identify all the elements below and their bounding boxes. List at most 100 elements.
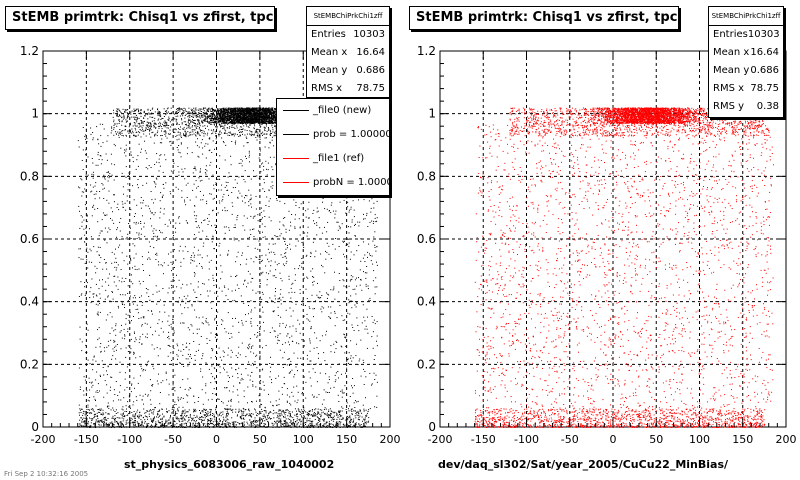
scatter-point xyxy=(256,112,258,114)
scatter-point xyxy=(233,135,235,137)
scatter-point xyxy=(239,126,241,128)
scatter-point xyxy=(176,274,177,276)
scatter-point xyxy=(116,115,118,116)
scatter-point xyxy=(197,132,198,134)
scatter-point xyxy=(160,327,162,329)
scatter-point xyxy=(224,129,226,131)
scatter-point xyxy=(259,131,261,133)
scatter-point xyxy=(181,109,183,111)
scatter-point xyxy=(365,285,367,287)
scatter-point xyxy=(197,401,199,402)
scatter-point xyxy=(134,245,136,247)
scatter-point xyxy=(139,375,141,377)
scatter-point xyxy=(224,119,226,121)
scatter-point xyxy=(252,113,254,114)
scatter-point xyxy=(142,128,144,130)
scatter-point xyxy=(375,250,377,252)
scatter-point xyxy=(258,135,260,136)
scatter-point xyxy=(298,207,300,209)
scatter-point xyxy=(259,148,261,150)
scatter-point xyxy=(278,375,279,377)
scatter-point xyxy=(168,338,170,340)
scatter-point xyxy=(183,133,184,135)
scatter-point xyxy=(334,311,336,313)
scatter-point xyxy=(223,112,225,114)
scatter-point xyxy=(104,298,106,300)
scatter-point xyxy=(265,137,267,139)
scatter-point xyxy=(124,338,126,340)
scatter-point xyxy=(271,107,273,109)
scatter-point xyxy=(135,339,137,341)
scatter-point xyxy=(113,164,115,166)
scatter-point xyxy=(112,211,113,213)
scatter-point xyxy=(144,120,145,122)
scatter-point xyxy=(265,160,267,162)
scatter-point xyxy=(83,228,85,230)
scatter-point xyxy=(127,345,129,347)
scatter-point xyxy=(306,354,308,356)
scatter-point xyxy=(124,110,126,112)
scatter-point xyxy=(223,111,225,112)
scatter-point xyxy=(120,300,122,302)
scatter-point xyxy=(244,181,246,183)
scatter-point xyxy=(202,130,204,132)
scatter-point xyxy=(312,281,314,283)
scatter-point xyxy=(180,304,181,306)
scatter-point xyxy=(272,185,274,187)
scatter-point xyxy=(178,217,180,219)
scatter-point xyxy=(254,125,256,127)
scatter-point xyxy=(115,358,117,360)
scatter-point xyxy=(269,109,271,111)
scatter-point xyxy=(185,184,187,186)
scatter-point xyxy=(135,253,137,255)
scatter-point xyxy=(96,390,98,392)
scatter-point xyxy=(122,294,124,296)
scatter-point xyxy=(205,127,206,129)
scatter-point xyxy=(193,272,195,273)
scatter-point xyxy=(277,306,279,308)
scatter-point xyxy=(263,109,265,111)
scatter-point xyxy=(176,147,178,148)
scatter-point xyxy=(342,279,344,281)
scatter-point xyxy=(189,343,191,345)
scatter-point xyxy=(193,122,195,124)
scatter-point xyxy=(248,346,250,348)
scatter-point xyxy=(99,232,101,234)
scatter-point xyxy=(115,110,117,112)
scatter-point xyxy=(255,121,257,123)
scatter-point xyxy=(210,357,212,359)
scatter-point xyxy=(227,113,229,115)
scatter-point xyxy=(89,297,91,298)
scatter-point xyxy=(112,407,114,409)
scatter-point xyxy=(198,146,200,148)
scatter-point xyxy=(206,121,208,123)
scatter-point xyxy=(232,325,234,327)
scatter-point xyxy=(284,217,286,218)
scatter-point xyxy=(96,126,98,128)
scatter-point xyxy=(139,125,141,127)
scatter-point xyxy=(142,215,143,217)
scatter-point xyxy=(226,120,228,122)
scatter-point xyxy=(184,129,186,131)
scatter-point xyxy=(259,273,261,275)
scatter-point xyxy=(196,109,198,111)
scatter-point xyxy=(225,122,227,124)
scatter-point xyxy=(357,364,359,366)
scatter-point xyxy=(257,332,259,333)
scatter-point xyxy=(120,348,122,350)
scatter-point xyxy=(199,125,201,127)
scatter-point xyxy=(259,133,261,135)
scatter-point xyxy=(230,111,232,113)
scatter-point xyxy=(219,134,221,135)
scatter-point xyxy=(207,125,208,127)
scatter-point xyxy=(225,107,227,109)
scatter-point xyxy=(198,128,200,130)
scatter-point xyxy=(171,119,172,121)
scatter-point xyxy=(223,285,225,287)
scatter-point xyxy=(231,115,233,117)
scatter-point xyxy=(87,267,89,269)
scatter-point xyxy=(241,160,243,162)
scatter-point xyxy=(177,396,179,398)
scatter-point xyxy=(153,122,155,124)
scatter-point xyxy=(154,134,156,136)
